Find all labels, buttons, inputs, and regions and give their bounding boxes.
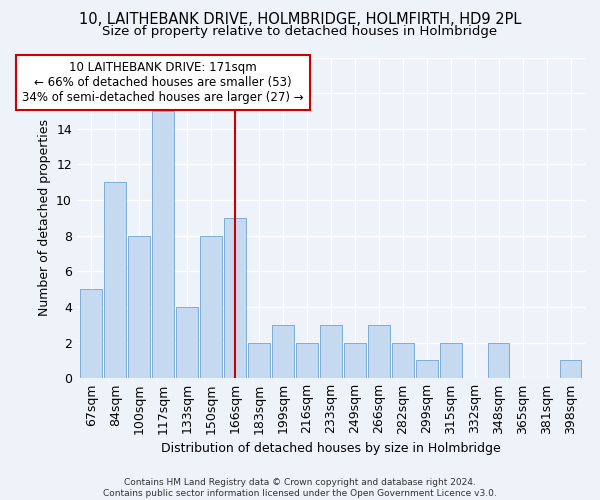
Bar xyxy=(80,289,102,378)
Bar xyxy=(416,360,437,378)
Bar xyxy=(440,342,461,378)
Bar xyxy=(560,360,581,378)
Bar xyxy=(200,236,222,378)
Bar xyxy=(368,325,389,378)
Bar xyxy=(128,236,150,378)
Bar xyxy=(320,325,342,378)
Bar xyxy=(248,342,270,378)
Bar xyxy=(344,342,365,378)
Bar xyxy=(392,342,413,378)
Bar xyxy=(104,182,126,378)
Bar xyxy=(176,307,198,378)
Text: 10 LAITHEBANK DRIVE: 171sqm
← 66% of detached houses are smaller (53)
34% of sem: 10 LAITHEBANK DRIVE: 171sqm ← 66% of det… xyxy=(22,61,304,104)
Bar xyxy=(488,342,509,378)
Text: Size of property relative to detached houses in Holmbridge: Size of property relative to detached ho… xyxy=(103,25,497,38)
Bar xyxy=(272,325,294,378)
Bar xyxy=(152,111,174,378)
Text: 10, LAITHEBANK DRIVE, HOLMBRIDGE, HOLMFIRTH, HD9 2PL: 10, LAITHEBANK DRIVE, HOLMBRIDGE, HOLMFI… xyxy=(79,12,521,28)
Text: Contains HM Land Registry data © Crown copyright and database right 2024.
Contai: Contains HM Land Registry data © Crown c… xyxy=(103,478,497,498)
Y-axis label: Number of detached properties: Number of detached properties xyxy=(38,120,50,316)
X-axis label: Distribution of detached houses by size in Holmbridge: Distribution of detached houses by size … xyxy=(161,442,501,455)
Bar xyxy=(224,218,246,378)
Bar xyxy=(296,342,318,378)
